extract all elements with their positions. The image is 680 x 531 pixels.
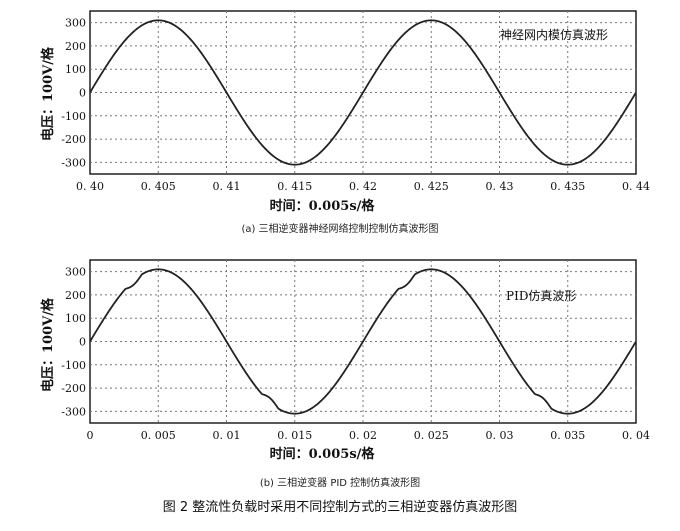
y-tick-label: -100 [61, 110, 86, 123]
y-tick-label: -300 [61, 156, 86, 169]
y-tick-label: 100 [65, 312, 86, 325]
x-tick-label: 0. 005 [141, 429, 176, 442]
y-tick-label: 300 [65, 17, 86, 30]
y-axis-label-b: 电压：100V/格 [40, 297, 56, 392]
annotation-b: PID仿真波形 [506, 289, 576, 303]
series-line-b [89, 268, 637, 415]
x-tick-label: 0. 44 [622, 180, 650, 193]
x-tick-label: 0. 40 [76, 180, 104, 193]
x-tick-label: 0. 01 [213, 429, 241, 442]
y-tick-label: 0 [79, 87, 86, 100]
x-tick-label: 0. 42 [349, 180, 377, 193]
x-tick-label: 0. 43 [486, 180, 514, 193]
x-tick-label: 0. 025 [414, 429, 449, 442]
y-tick-label: 0 [79, 336, 86, 349]
x-tick-label: 0. 415 [277, 180, 312, 193]
y-tick-label: 100 [65, 63, 86, 76]
panel-caption-a: (a) 三相逆变器神经网络控制控制仿真波形图 [241, 222, 438, 235]
x-tick-label: 0. 425 [414, 180, 449, 193]
x-tick-label: 0. 435 [550, 180, 585, 193]
x-tick-label: 0 [87, 429, 94, 442]
y-tick-label: -100 [61, 359, 86, 372]
panel-caption-b: (b) 三相逆变器 PID 控制仿真波形图 [260, 476, 420, 489]
y-tick-label: 200 [65, 40, 86, 53]
y-tick-label: -200 [61, 382, 86, 395]
figure-caption: 图 2 整流性负载时采用不同控制方式的三相逆变器仿真波形图 [163, 499, 518, 515]
y-ticks-b: 300 200 100 0 -100 -200 -300 [61, 266, 86, 419]
x-ticks-a: 0. 40 0. 405 0. 41 0. 415 0. 42 0. 425 0. 43 0.… [76, 180, 650, 193]
x-tick-label: 0. 405 [141, 180, 176, 193]
x-ticks-b: 0 0. 005 0. 01 0. 015 0. 02 0. 025 0. 03 0. 035… [87, 429, 651, 442]
x-tick-label: 0. 04 [622, 429, 650, 442]
y-tick-label: -200 [61, 133, 86, 146]
chart-panel-b: 300 200 100 0 -100 -200 -300 0 0. 005 0. 01 0. 01… [40, 259, 651, 489]
x-tick-label: 0. 02 [349, 429, 377, 442]
y-axis-label-a: 电压：100V/格 [40, 46, 56, 141]
annotation-a: 神经网内模仿真波形 [500, 28, 608, 42]
y-ticks-a: 300 200 100 0 -100 -200 -300 [61, 17, 86, 170]
y-tick-label: 200 [65, 289, 86, 302]
x-tick-label: 0. 035 [550, 429, 585, 442]
series-line-a [89, 19, 637, 166]
y-tick-label: 300 [65, 266, 86, 279]
x-axis-label-b: 时间：0.005s/格 [270, 446, 376, 462]
x-tick-label: 0. 03 [486, 429, 514, 442]
x-axis-label-a: 时间：0.005s/格 [270, 198, 376, 214]
y-tick-label: -300 [61, 405, 86, 418]
x-tick-label: 0. 41 [213, 180, 241, 193]
x-tick-label: 0. 015 [277, 429, 312, 442]
